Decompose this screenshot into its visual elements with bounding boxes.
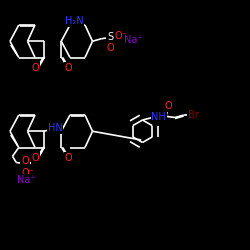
Text: O: O bbox=[106, 42, 114, 52]
Text: O: O bbox=[32, 63, 40, 73]
Text: O: O bbox=[164, 101, 172, 111]
Text: O: O bbox=[32, 153, 40, 163]
Text: Br: Br bbox=[188, 110, 198, 120]
Text: NH: NH bbox=[152, 112, 166, 122]
Text: S: S bbox=[107, 32, 113, 42]
Text: O⁻: O⁻ bbox=[21, 168, 34, 178]
Text: Na⁺: Na⁺ bbox=[124, 35, 143, 45]
Text: H₂N: H₂N bbox=[65, 16, 84, 26]
Text: O: O bbox=[64, 153, 72, 163]
Text: O⁻: O⁻ bbox=[115, 31, 128, 41]
Text: O: O bbox=[21, 156, 29, 166]
Text: Na⁺: Na⁺ bbox=[17, 175, 36, 185]
Text: HN: HN bbox=[48, 123, 62, 133]
Text: O: O bbox=[64, 63, 72, 73]
Text: S: S bbox=[23, 159, 29, 169]
